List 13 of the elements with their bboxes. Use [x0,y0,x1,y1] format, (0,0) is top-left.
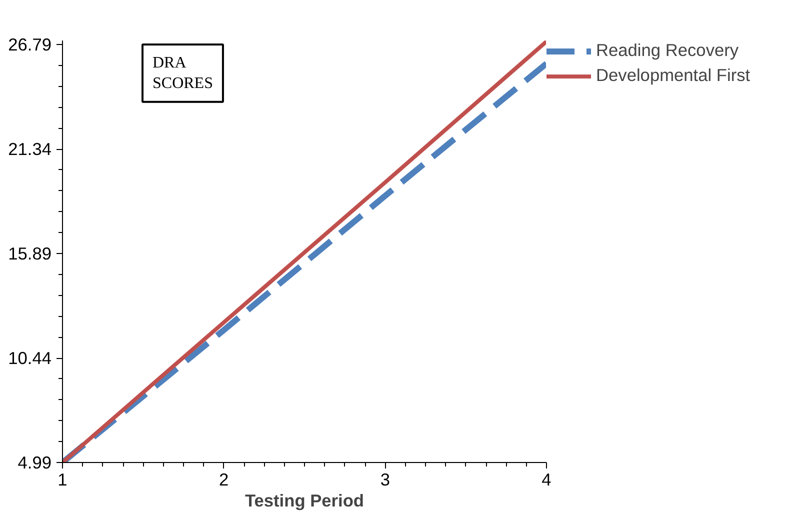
y-tick-label: 15.89 [8,244,52,264]
x-tick-label: 2 [219,470,229,490]
x-tick-label: 4 [542,470,552,490]
text: DRA SCORES [152,54,213,92]
legend-label: Developmental First [596,65,750,86]
x-tick-label: 1 [58,470,68,490]
x-tick-label: 3 [380,470,390,490]
legend-label: Reading Recovery [596,40,739,61]
x-axis-title: Testing Period [244,490,364,510]
y-tick-label: 26.79 [8,34,52,55]
y-tick-label: 4.99 [18,452,52,472]
y-tick-label: 21.34 [8,139,52,160]
y-tick-label: 10.44 [8,348,52,368]
